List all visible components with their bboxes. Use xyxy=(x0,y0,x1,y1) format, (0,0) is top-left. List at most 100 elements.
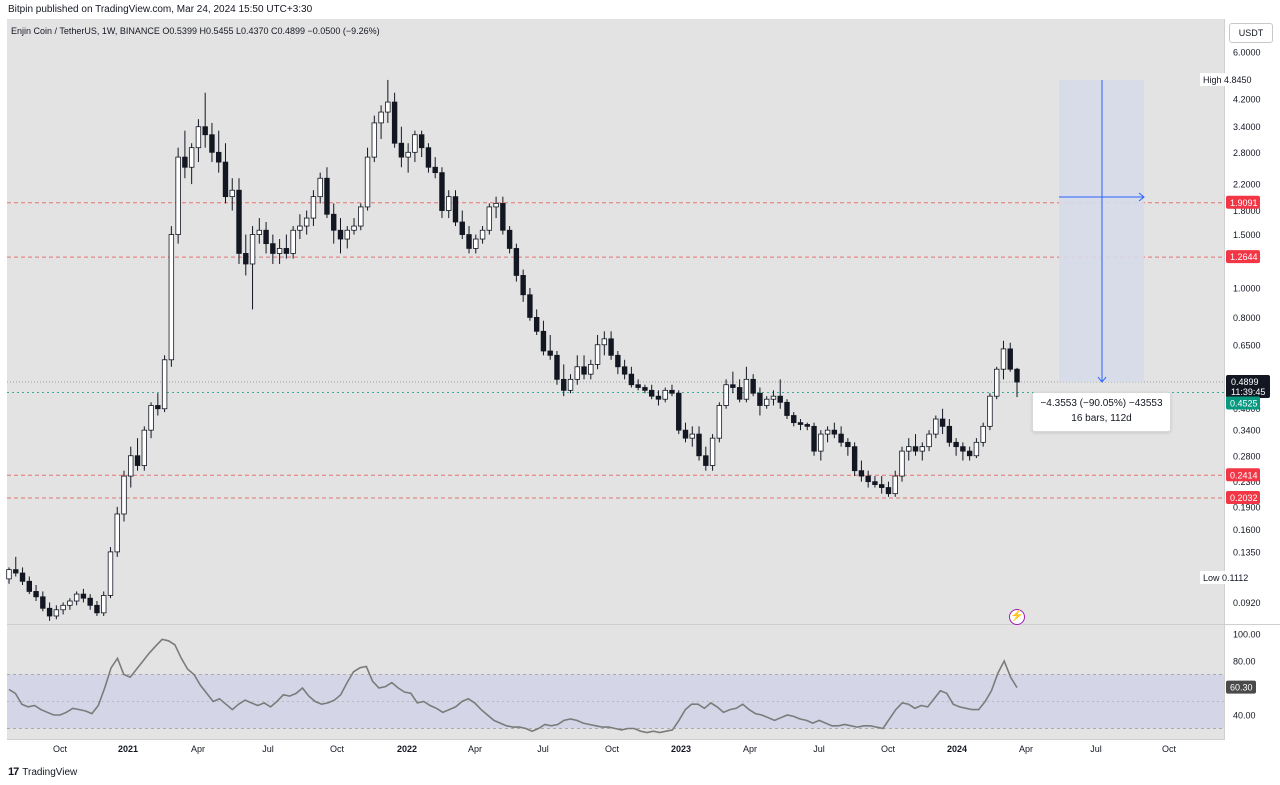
bullish-candle xyxy=(303,217,310,227)
bearish-candle xyxy=(655,395,662,400)
bullish-candle xyxy=(60,604,66,611)
bullish-candle xyxy=(473,238,479,249)
bearish-candle xyxy=(243,253,249,265)
bearish-candle xyxy=(425,147,432,168)
price-tick-label: 0.2300 xyxy=(1233,477,1261,487)
bullish-candle xyxy=(743,378,750,400)
bullish-candle xyxy=(994,368,1000,397)
price-tick-label: 0.2800 xyxy=(1233,451,1261,461)
low-marker: Low 0.1112 xyxy=(1203,573,1248,583)
time-tick-label: Apr xyxy=(743,744,757,754)
bearish-candle xyxy=(236,189,242,254)
bearish-candle xyxy=(885,487,892,495)
bearish-candle xyxy=(946,425,953,443)
bearish-candle xyxy=(791,415,797,424)
bearish-candle xyxy=(912,446,919,452)
time-tick-label: Oct xyxy=(53,744,68,754)
bullish-candle xyxy=(6,569,12,580)
bullish-candle xyxy=(662,389,668,400)
bearish-candle xyxy=(608,338,614,356)
bearish-candle xyxy=(87,597,93,606)
bullish-candle xyxy=(128,455,134,477)
bullish-candle xyxy=(114,513,120,553)
bullish-candle xyxy=(276,248,283,254)
lightning-icon[interactable]: ⚡ xyxy=(1009,609,1025,625)
bearish-candle xyxy=(1014,368,1020,383)
bearish-candle xyxy=(418,134,425,149)
bullish-candle xyxy=(364,156,371,208)
bullish-candle xyxy=(195,126,202,149)
bullish-candle xyxy=(709,437,716,466)
bullish-candle xyxy=(486,206,493,231)
bearish-candle xyxy=(811,425,817,452)
price-tick-label: 4.2000 xyxy=(1233,94,1261,104)
bullish-candle xyxy=(378,111,384,124)
bearish-candle xyxy=(337,229,344,240)
time-tick-label: Jul xyxy=(813,744,825,754)
time-tick-label: Apr xyxy=(1019,744,1033,754)
bearish-candle xyxy=(642,387,648,391)
level-tag xyxy=(1226,195,1260,209)
price-tick-label: 0.6500 xyxy=(1233,340,1261,350)
bullish-candle xyxy=(933,418,939,435)
bullish-candle xyxy=(446,196,452,211)
level-tag xyxy=(1226,491,1260,504)
low-marker-bg xyxy=(1200,571,1260,584)
bullish-candle xyxy=(588,364,594,375)
bullish-candle xyxy=(53,609,60,617)
bearish-candle xyxy=(851,446,858,472)
bearish-candle xyxy=(331,213,337,231)
bearish-candle xyxy=(391,101,398,144)
price-tick-label: 0.1350 xyxy=(1233,547,1261,557)
footer: 17 TradingView xyxy=(8,766,77,778)
bearish-candle xyxy=(648,389,655,397)
level-tag xyxy=(1226,250,1260,264)
price-tick-label: 0.0920 xyxy=(1233,598,1261,608)
measure-change: −4.3553 (−90.05%) −43553 xyxy=(1040,398,1163,409)
last-price-label: 0.4899 xyxy=(1231,377,1259,387)
price-tick-label: 0.8000 xyxy=(1233,313,1261,323)
bearish-candle xyxy=(540,330,547,352)
bullish-candle xyxy=(290,229,296,254)
bullish-candle xyxy=(229,189,235,198)
time-tick-label: Oct xyxy=(881,744,896,754)
currency-button[interactable]: USDT xyxy=(1229,23,1273,43)
bearish-candle xyxy=(581,366,587,375)
price-tick-label: 1.5000 xyxy=(1233,230,1261,240)
footer-brand: TradingView xyxy=(22,766,78,778)
bullish-candle xyxy=(479,229,486,240)
bullish-candle xyxy=(67,600,73,606)
bearish-candle xyxy=(19,572,26,582)
price-tick-label: 1.0000 xyxy=(1233,284,1261,294)
bullish-candle xyxy=(344,229,350,240)
rsi-tick-label: 80.00 xyxy=(1233,657,1256,667)
bearish-candle xyxy=(398,142,405,158)
symbol-name: Enjin Coin / TetherUS, 1W, BINANCE xyxy=(11,26,160,36)
bearish-candle xyxy=(635,384,641,388)
level-tag-label: 1.2644 xyxy=(1230,252,1258,262)
bearish-candle xyxy=(520,275,526,296)
bearish-candle xyxy=(547,350,553,356)
time-tick-label: 2024 xyxy=(947,744,967,754)
time-tick-label: Oct xyxy=(1162,744,1177,754)
countdown-label: 11:39:45 xyxy=(1231,387,1265,397)
bearish-candle xyxy=(757,392,763,406)
green-level-tag xyxy=(1226,396,1260,410)
bearish-candle xyxy=(182,156,188,168)
time-tick-label: Jul xyxy=(262,744,274,754)
price-tick-label: 0.3400 xyxy=(1233,426,1261,436)
bearish-candle xyxy=(696,433,702,457)
bullish-candle xyxy=(689,433,695,439)
bullish-candle xyxy=(310,196,317,219)
bullish-candle xyxy=(161,359,168,410)
bearish-candle xyxy=(858,470,865,477)
tradingview-logo-icon: 17 xyxy=(8,766,19,778)
measure-duration: 16 bars, 112d xyxy=(1071,413,1132,424)
bullish-candle xyxy=(317,177,323,198)
bullish-candle xyxy=(148,405,154,431)
ohlc-values: O0.5399 H0.5455 L0.4370 C0.4899 −0.0500 … xyxy=(162,26,380,36)
bullish-candle xyxy=(1000,348,1007,370)
high-marker-bg xyxy=(1200,73,1260,87)
bearish-candle xyxy=(26,580,32,592)
